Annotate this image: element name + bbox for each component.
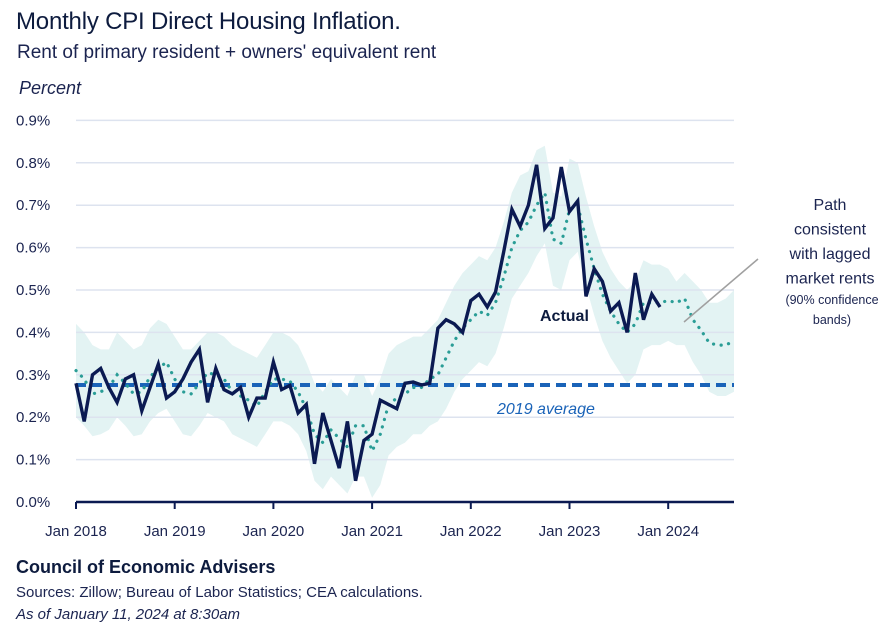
- actual-line: [74, 164, 662, 482]
- y-tick-label: 0.4%: [16, 324, 50, 341]
- actual-series-label: Actual: [540, 308, 589, 325]
- y-tick-label: 0.7%: [16, 197, 50, 214]
- y-tick-label: 0.2%: [16, 409, 50, 426]
- y-axis-unit-label: Percent: [19, 78, 82, 98]
- path-annotation: Path consistent with lagged market rents (90…: [785, 197, 878, 327]
- actual-series-layer: [74, 164, 662, 482]
- footer-sources: Sources: Zillow; Bureau of Labor Statist…: [16, 584, 423, 601]
- x-tick-label: Jan 2021: [341, 523, 403, 540]
- y-tick-label: 0.9%: [16, 112, 50, 129]
- path-annotation-line: market rents: [786, 271, 875, 288]
- path-annotation-line: with lagged: [789, 246, 871, 263]
- x-tick-label: Jan 2018: [45, 523, 107, 540]
- y-tick-label: 0.0%: [16, 494, 50, 511]
- x-axis-ticks: Jan 2018 Jan 2019 Jan 2020 Jan 2021 Jan 2022…: [45, 502, 699, 540]
- footer-organization: Council of Economic Advisers: [16, 557, 276, 577]
- y-tick-label: 0.3%: [16, 367, 50, 384]
- band-annotation-line: bands): [813, 313, 851, 327]
- band-annotation-line: (90% confidence: [785, 293, 878, 307]
- path-annotation-line: Path: [814, 197, 847, 214]
- x-tick-label: Jan 2024: [637, 523, 699, 540]
- y-tick-label: 0.6%: [16, 240, 50, 257]
- path-annotation-line: consistent: [794, 222, 867, 239]
- y-tick-label: 0.1%: [16, 452, 50, 469]
- annotations: Actual 2019 average Path consistent with l…: [496, 197, 879, 418]
- chart-subtitle: Rent of primary resident + owners' equiv…: [17, 42, 437, 63]
- y-tick-label: 0.8%: [16, 155, 50, 172]
- annotation-leader-line: [683, 258, 759, 323]
- y-axis-ticks: 0.0% 0.1% 0.2% 0.3% 0.4% 0.5% 0.6% 0.7% 0.8% 0.9%: [16, 112, 50, 511]
- average-line-label: 2019 average: [496, 401, 595, 418]
- confidence-band: [76, 145, 734, 498]
- confidence-band-layer: [76, 145, 734, 498]
- footer-as-of-date: As of January 11, 2024 at 8:30am: [16, 606, 241, 623]
- x-tick-label: Jan 2023: [539, 523, 601, 540]
- y-tick-label: 0.5%: [16, 282, 50, 299]
- x-tick-label: Jan 2020: [243, 523, 305, 540]
- x-tick-label: Jan 2022: [440, 523, 502, 540]
- x-tick-label: Jan 2019: [144, 523, 206, 540]
- chart-title: Monthly CPI Direct Housing Inflation.: [16, 8, 401, 35]
